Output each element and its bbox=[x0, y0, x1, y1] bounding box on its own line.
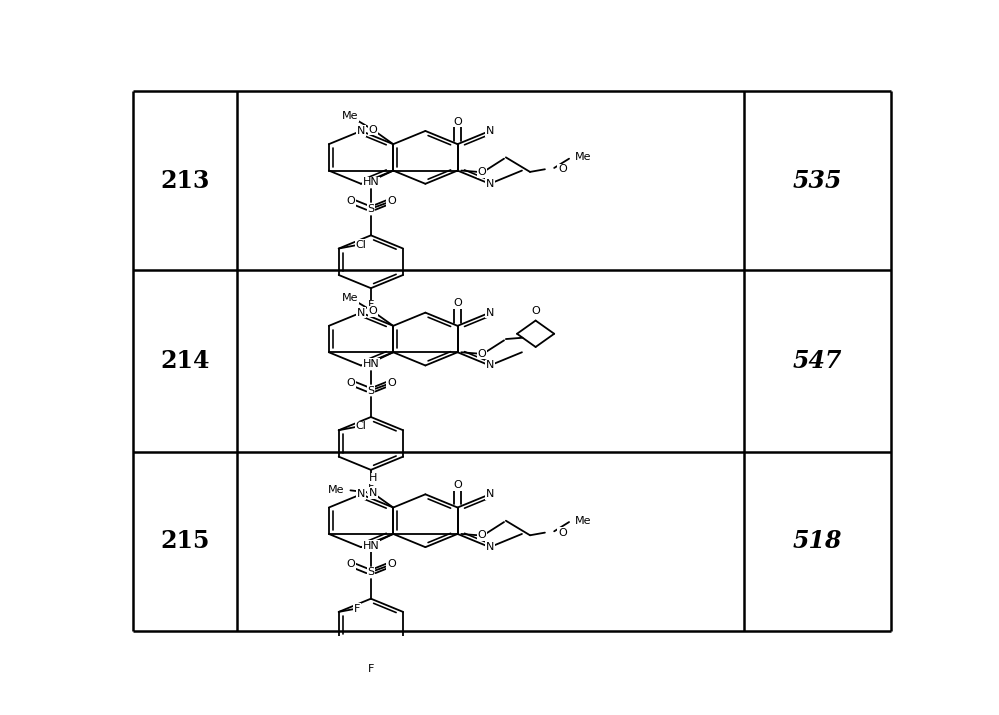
Text: 547: 547 bbox=[793, 349, 842, 373]
Text: 535: 535 bbox=[793, 169, 842, 193]
Text: HN: HN bbox=[363, 359, 380, 369]
Text: S: S bbox=[368, 204, 375, 214]
Text: N: N bbox=[486, 126, 494, 136]
Text: O: O bbox=[478, 531, 487, 541]
Text: O: O bbox=[346, 559, 355, 569]
Text: 518: 518 bbox=[793, 529, 842, 553]
Text: O: O bbox=[531, 306, 540, 316]
Text: 215: 215 bbox=[160, 529, 210, 553]
Text: S: S bbox=[368, 567, 375, 577]
Text: N: N bbox=[357, 307, 366, 317]
Text: N: N bbox=[357, 489, 366, 499]
Text: S: S bbox=[368, 385, 375, 395]
Text: 213: 213 bbox=[160, 169, 210, 193]
Text: F: F bbox=[368, 482, 374, 492]
Text: Me: Me bbox=[574, 152, 591, 162]
Text: Me: Me bbox=[328, 485, 345, 495]
Text: F: F bbox=[354, 603, 361, 613]
Text: O: O bbox=[478, 349, 487, 359]
Text: O: O bbox=[557, 164, 566, 174]
Text: Me: Me bbox=[343, 112, 359, 122]
Text: O: O bbox=[346, 378, 355, 388]
Text: O: O bbox=[369, 306, 378, 316]
Text: O: O bbox=[387, 378, 396, 388]
Text: O: O bbox=[346, 196, 355, 206]
Text: O: O bbox=[557, 528, 566, 538]
Text: O: O bbox=[387, 559, 396, 569]
Text: N: N bbox=[486, 307, 494, 317]
Text: N: N bbox=[357, 126, 366, 136]
Text: H: H bbox=[369, 473, 377, 483]
Text: O: O bbox=[369, 124, 378, 134]
Text: O: O bbox=[454, 117, 462, 127]
Text: Cl: Cl bbox=[356, 240, 367, 250]
Text: O: O bbox=[454, 480, 462, 490]
Text: Me: Me bbox=[574, 516, 591, 526]
Text: N: N bbox=[486, 360, 494, 370]
Text: N: N bbox=[369, 488, 377, 498]
Text: F: F bbox=[368, 300, 374, 310]
Text: 214: 214 bbox=[160, 349, 210, 373]
Text: HN: HN bbox=[363, 541, 380, 551]
Text: N: N bbox=[486, 179, 494, 189]
Text: N: N bbox=[486, 489, 494, 499]
Text: Cl: Cl bbox=[356, 421, 367, 431]
Text: O: O bbox=[387, 196, 396, 206]
Text: O: O bbox=[478, 167, 487, 177]
Text: O: O bbox=[454, 298, 462, 308]
Text: N: N bbox=[486, 542, 494, 552]
Text: HN: HN bbox=[363, 177, 380, 187]
Text: F: F bbox=[368, 664, 374, 674]
Text: Me: Me bbox=[343, 293, 359, 303]
